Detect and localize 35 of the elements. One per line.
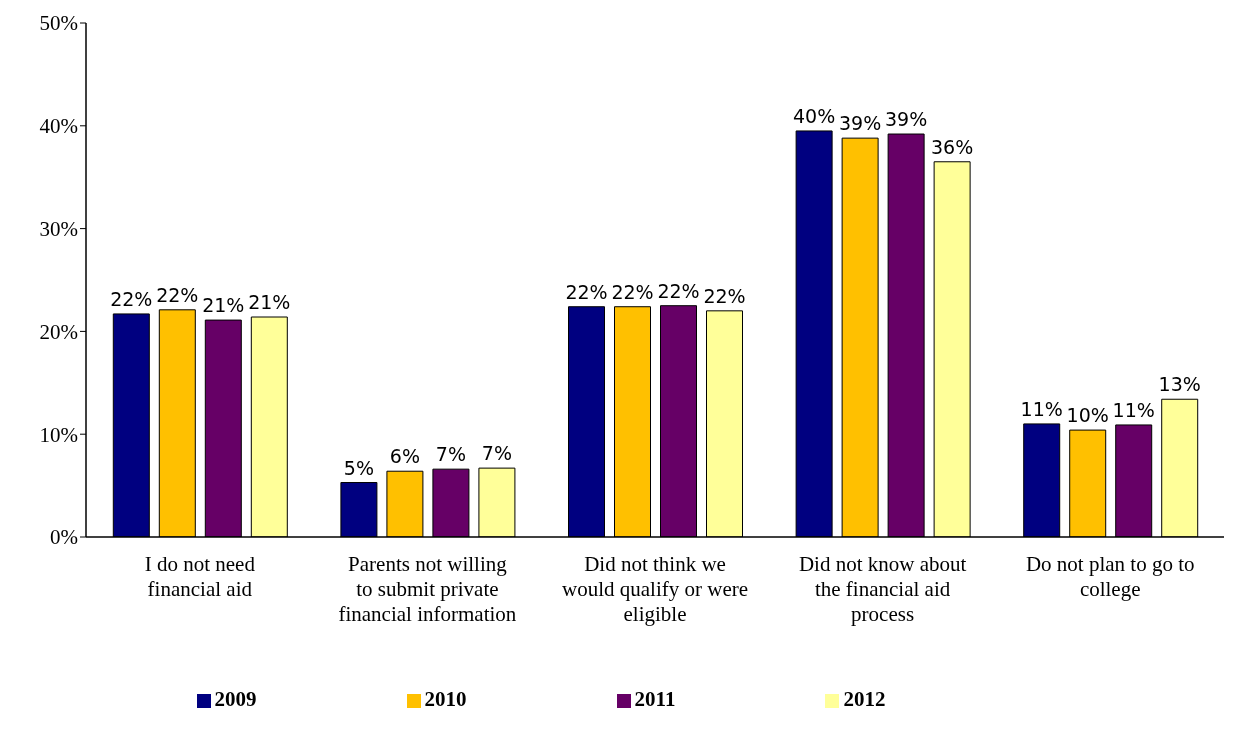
legend-label: 2011 [634, 687, 676, 711]
x-tick-label: Did not think we would qualify or were eligible [561, 552, 749, 626]
data-label: 13% [1158, 373, 1201, 396]
data-label: 40% [792, 104, 836, 127]
legend-label: 2012 [843, 687, 886, 711]
y-tick-label: 0% [50, 525, 78, 550]
data-label: 22% [156, 283, 199, 306]
y-tick-label: 50% [39, 11, 78, 36]
data-label: 22% [565, 280, 608, 303]
y-tick-label: 10% [39, 422, 78, 447]
y-tick-label: 20% [39, 319, 78, 344]
x-tick-label: Do not plan to go to college [1025, 552, 1195, 601]
data-label: 21% [248, 291, 291, 314]
y-tick-label: 30% [39, 217, 78, 242]
data-label: 36% [930, 135, 974, 158]
data-label: 22% [110, 287, 153, 310]
x-tick-label: Did not know about the financial aid process [798, 552, 967, 626]
data-label: 10% [1066, 404, 1109, 427]
y-tick-label: 40% [39, 114, 78, 139]
data-label: 6% [389, 445, 420, 468]
data-label: 7% [435, 443, 466, 466]
data-label: 22% [703, 284, 746, 307]
data-label: 21% [202, 294, 245, 317]
x-tick-label: I do not need financial aid [144, 552, 256, 601]
data-label: 11% [1112, 398, 1155, 421]
data-label: 39% [884, 108, 928, 131]
data-label: 39% [838, 112, 882, 135]
data-label: 11% [1020, 397, 1063, 420]
legend-label: 2009 [214, 687, 257, 711]
data-label: 5% [343, 456, 374, 479]
data-label: 22% [657, 279, 700, 302]
x-tick-label: Parents not willing to submit private financial information [338, 552, 517, 626]
legend-label: 2010 [424, 687, 467, 711]
data-label: 7% [481, 442, 512, 465]
data-label: 22% [611, 280, 654, 303]
